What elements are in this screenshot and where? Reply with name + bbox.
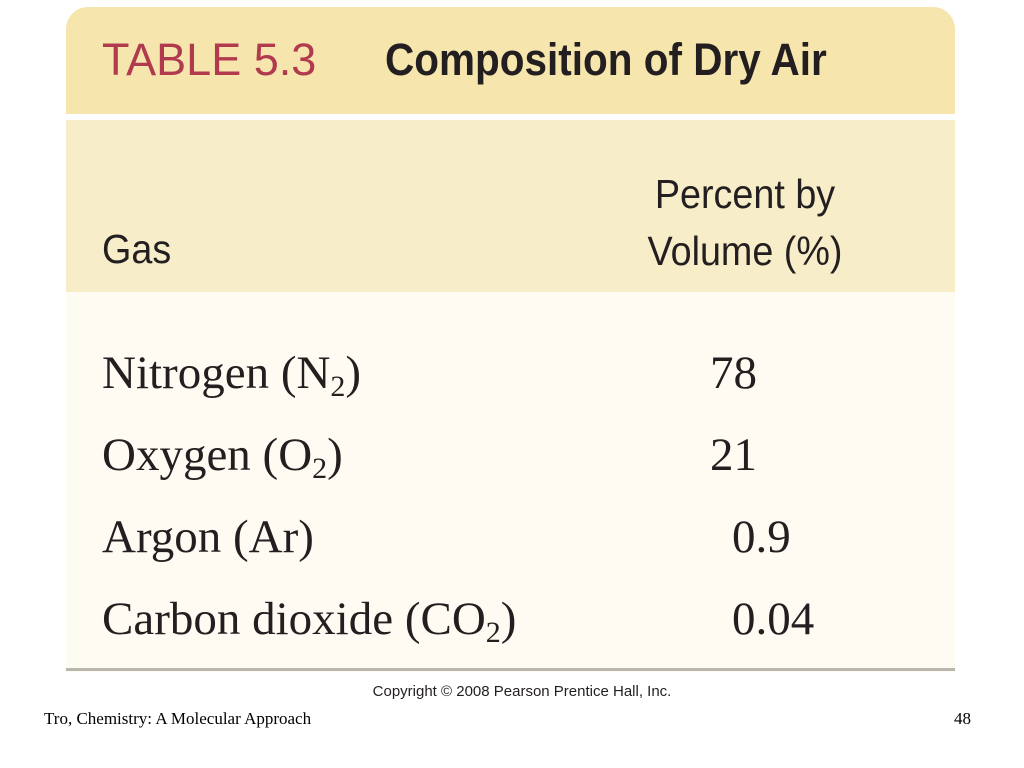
table-row: Carbon dioxide (CO2) 0.04 <box>102 584 862 654</box>
table-title-band <box>66 7 955 114</box>
table-body-band <box>66 292 955 672</box>
page-number: 48 <box>954 709 971 728</box>
title-separator <box>66 114 955 120</box>
gas-name-cell: Oxygen (O2) <box>102 429 343 485</box>
column-header-gas: Gas <box>102 226 172 272</box>
table-title: Composition of Dry Air <box>385 34 827 85</box>
gas-name-cell: Argon (Ar) <box>102 511 314 563</box>
table-header-band <box>66 120 955 292</box>
table-bottom-rule <box>66 668 955 671</box>
table-row: Oxygen (O2) 21 <box>102 420 862 490</box>
percent-value-cell: 0.9 <box>732 511 791 563</box>
percent-value-cell: 21 <box>710 429 757 481</box>
column-header-percent: Percent by Volume (%) <box>600 166 890 280</box>
footer-source: Tro, Chemistry: A Molecular Approach <box>44 709 312 728</box>
table-row: Nitrogen (N2) 78 <box>102 338 862 408</box>
percent-value-cell: 0.04 <box>732 593 815 645</box>
percent-value-cell: 78 <box>710 347 757 399</box>
copyright-notice: Copyright © 2008 Pearson Prentice Hall, … <box>372 683 672 700</box>
table-card <box>66 7 955 672</box>
table-number-label: TABLE 5.3 <box>102 34 317 85</box>
table-row: Argon (Ar) 0.9 <box>102 502 862 572</box>
column-header-percent-line2: Volume (%) <box>647 228 843 274</box>
column-header-percent-line1: Percent by <box>654 171 836 217</box>
gas-name-cell: Nitrogen (N2) <box>102 347 362 403</box>
gas-name-cell: Carbon dioxide (CO2) <box>102 593 517 649</box>
